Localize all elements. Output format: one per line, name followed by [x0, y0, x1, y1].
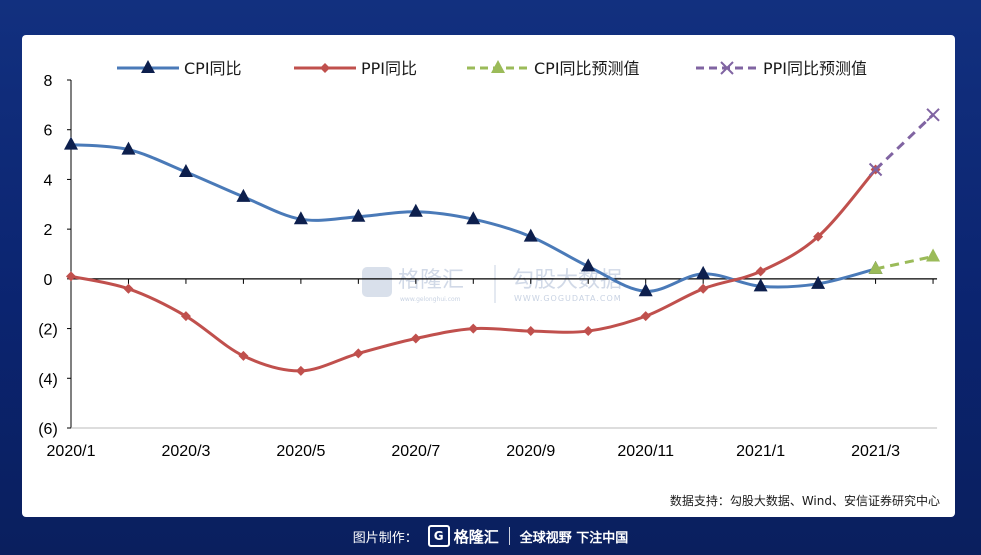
x-tick-label: 2021/1 — [736, 443, 785, 460]
legend-marker-cpi — [141, 60, 155, 73]
data-point-ppi — [468, 323, 479, 334]
data-point-ppi — [640, 311, 651, 322]
data-point-ppi-forecast — [926, 108, 940, 122]
data-point-ppi — [698, 283, 709, 294]
data-point-cpi — [351, 208, 366, 222]
watermark-brand: 格隆汇 — [398, 268, 464, 293]
data-point-ppi — [295, 365, 306, 376]
data-point-ppi — [410, 333, 421, 344]
data-point-cpi — [64, 136, 78, 150]
data-point-ppi — [813, 231, 824, 242]
watermark-data-url: WWW.GOGUDATA.COM — [514, 294, 622, 303]
legend-label-cpi-forecast: CPI同比预测值 — [534, 59, 640, 78]
y-tick-label: 8 — [44, 73, 53, 90]
series-line-ppi — [70, 168, 877, 373]
footer-divider — [508, 527, 510, 545]
data-point-cpi — [466, 211, 481, 225]
data-point-ppi — [525, 326, 536, 337]
data-point-ppi — [238, 350, 249, 361]
y-tick-label: 4 — [44, 172, 53, 189]
data-point-cpi — [236, 188, 251, 202]
brand-logo: G 格隆汇 — [427, 525, 499, 547]
legend-marker-ppi — [320, 63, 330, 73]
x-tick-label: 2020/3 — [161, 443, 210, 460]
data-point-ppi — [180, 311, 191, 322]
chart-card: 格隆汇 www.gelonghui.com 勾股大数据 WWW.GOGUDATA.CO… — [22, 35, 955, 517]
data-point-ppi-forecast — [868, 162, 883, 177]
brand-name: 格隆汇 — [453, 527, 499, 546]
series-line-ppi-forecast — [874, 113, 935, 171]
x-tick-label: 2020/5 — [276, 443, 325, 460]
made-by-label: 图片制作： — [352, 530, 418, 546]
data-point-cpi — [178, 163, 193, 177]
data-point-cpi — [523, 228, 538, 242]
data-point-ppi — [66, 271, 76, 282]
y-tick-label: (2) — [38, 322, 58, 339]
data-point-cpi — [121, 141, 136, 155]
data-point-cpi — [753, 278, 768, 292]
footer: 图片制作： G 格隆汇 全球视野 下注中国 — [0, 517, 981, 555]
data-point-ppi — [353, 348, 364, 359]
y-tick-label: 2 — [44, 222, 53, 239]
legend-marker-cpi-forecast — [491, 60, 505, 73]
data-point-cpi-forecast — [926, 248, 941, 262]
watermark-data-brand: 勾股大数据 — [512, 268, 622, 293]
data-point-cpi — [638, 283, 653, 297]
legend-label-ppi: PPI同比 — [361, 59, 417, 78]
watermark-brand-url: www.gelonghui.com — [400, 296, 461, 303]
slogan: 全球视野 下注中国 — [519, 530, 629, 546]
g-logo-icon: G — [427, 525, 450, 547]
y-tick-label: (4) — [38, 371, 58, 388]
line-chart: 格隆汇 www.gelonghui.com 勾股大数据WWW.GOGUDATA.CO… — [38, 59, 941, 508]
x-tick-label: 2020/11 — [617, 443, 674, 460]
x-tick-label: 2021/3 — [851, 443, 900, 460]
data-point-cpi — [408, 203, 423, 217]
data-point-cpi — [696, 265, 711, 279]
series-line-cpi-forecast — [875, 255, 934, 271]
source-note: 数据支持：勾股大数据、Wind、安信证券研究中心 — [670, 493, 940, 508]
data-point-cpi — [293, 211, 308, 225]
data-point-ppi — [123, 283, 134, 294]
legend-label-cpi: CPI同比 — [184, 59, 242, 78]
x-tick-label: 2020/1 — [47, 443, 96, 460]
data-point-cpi-forecast — [868, 260, 883, 274]
y-tick-label: 0 — [44, 272, 53, 289]
watermark-logo-icon — [362, 267, 392, 297]
data-point-cpi — [581, 258, 596, 272]
y-tick-label: (6) — [38, 421, 58, 438]
data-point-ppi — [583, 326, 594, 337]
data-point-ppi — [755, 266, 766, 277]
data-point-cpi — [811, 275, 826, 289]
legend-label-ppi-forecast: PPI同比预测值 — [763, 59, 867, 78]
legend-marker-ppi-forecast — [720, 61, 734, 75]
y-tick-label: 6 — [44, 123, 53, 140]
x-tick-label: 2020/9 — [506, 443, 555, 460]
x-tick-label: 2020/7 — [391, 443, 440, 460]
